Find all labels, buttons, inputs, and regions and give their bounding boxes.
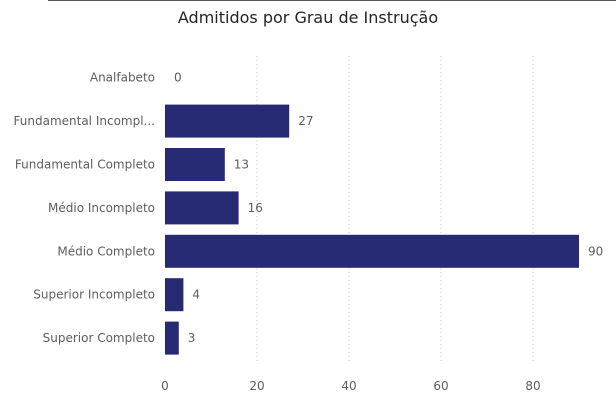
x-tick-label: 40 (341, 379, 356, 393)
data-label: 0 (174, 71, 182, 85)
bar (165, 148, 225, 181)
data-label: 90 (588, 244, 603, 258)
x-tick-label: 60 (433, 379, 448, 393)
top-divider (48, 0, 616, 1)
data-label: 16 (248, 201, 263, 215)
bar (165, 321, 179, 355)
bar (165, 278, 184, 312)
data-label: 27 (298, 114, 313, 128)
category-label: Fundamental Incompl... (14, 114, 155, 128)
bar (165, 104, 290, 138)
category-label: Médio Completo (57, 244, 155, 258)
bar (165, 191, 239, 225)
x-tick-label: 80 (525, 379, 540, 393)
category-label: Analfabeto (90, 71, 155, 85)
data-label: 3 (188, 331, 196, 345)
bar (165, 234, 579, 268)
data-label: 4 (192, 288, 200, 302)
category-label: Médio Incompleto (48, 201, 155, 215)
chart-title: Admitidos por Grau de Instrução (177, 8, 439, 27)
category-label: Superior Incompleto (33, 288, 155, 302)
category-label: Fundamental Completo (15, 158, 155, 172)
x-tick-label: 0 (161, 379, 169, 393)
category-label: Superior Completo (43, 331, 155, 345)
data-label: 13 (234, 158, 249, 172)
x-tick-label: 20 (249, 379, 264, 393)
